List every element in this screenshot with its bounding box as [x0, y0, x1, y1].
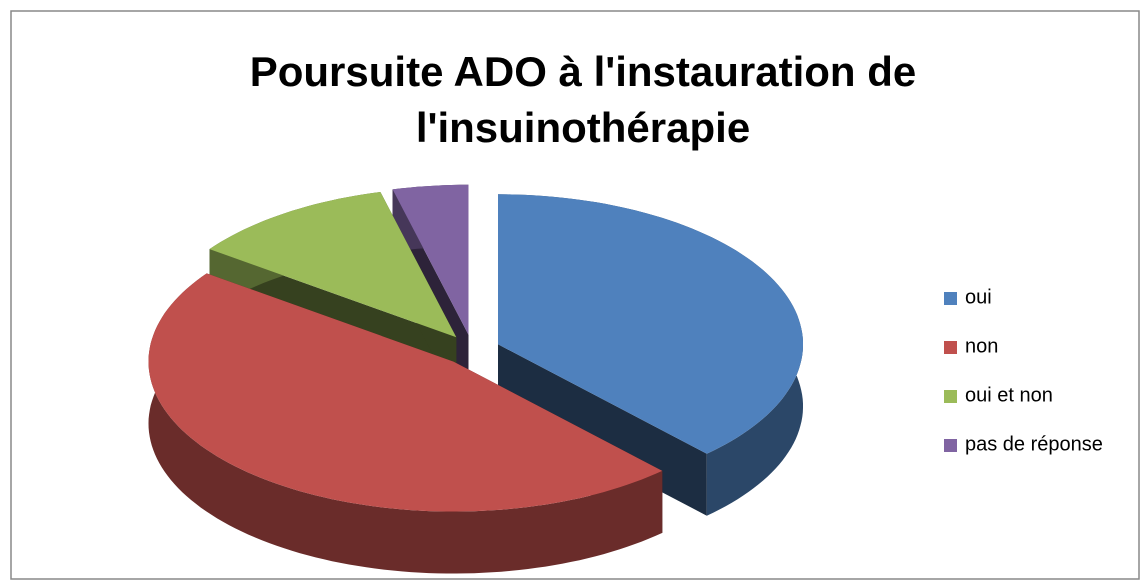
legend-swatch	[944, 439, 957, 452]
legend-swatch	[944, 341, 957, 354]
legend-label: oui et non	[965, 384, 1053, 406]
legend-swatch	[944, 390, 957, 403]
slice	[209, 192, 457, 338]
legend-label: pas de réponse	[965, 433, 1103, 455]
legend-label: oui	[965, 286, 992, 308]
chart-title: Poursuite ADO à l'instauration de	[250, 48, 917, 95]
slice	[498, 194, 803, 454]
legend-label: non	[965, 335, 998, 357]
slice	[392, 184, 469, 335]
slice-wall	[148, 273, 663, 574]
slice	[148, 273, 663, 512]
legend-swatch	[944, 292, 957, 305]
chart-title: l'insuinothérapie	[416, 104, 750, 151]
